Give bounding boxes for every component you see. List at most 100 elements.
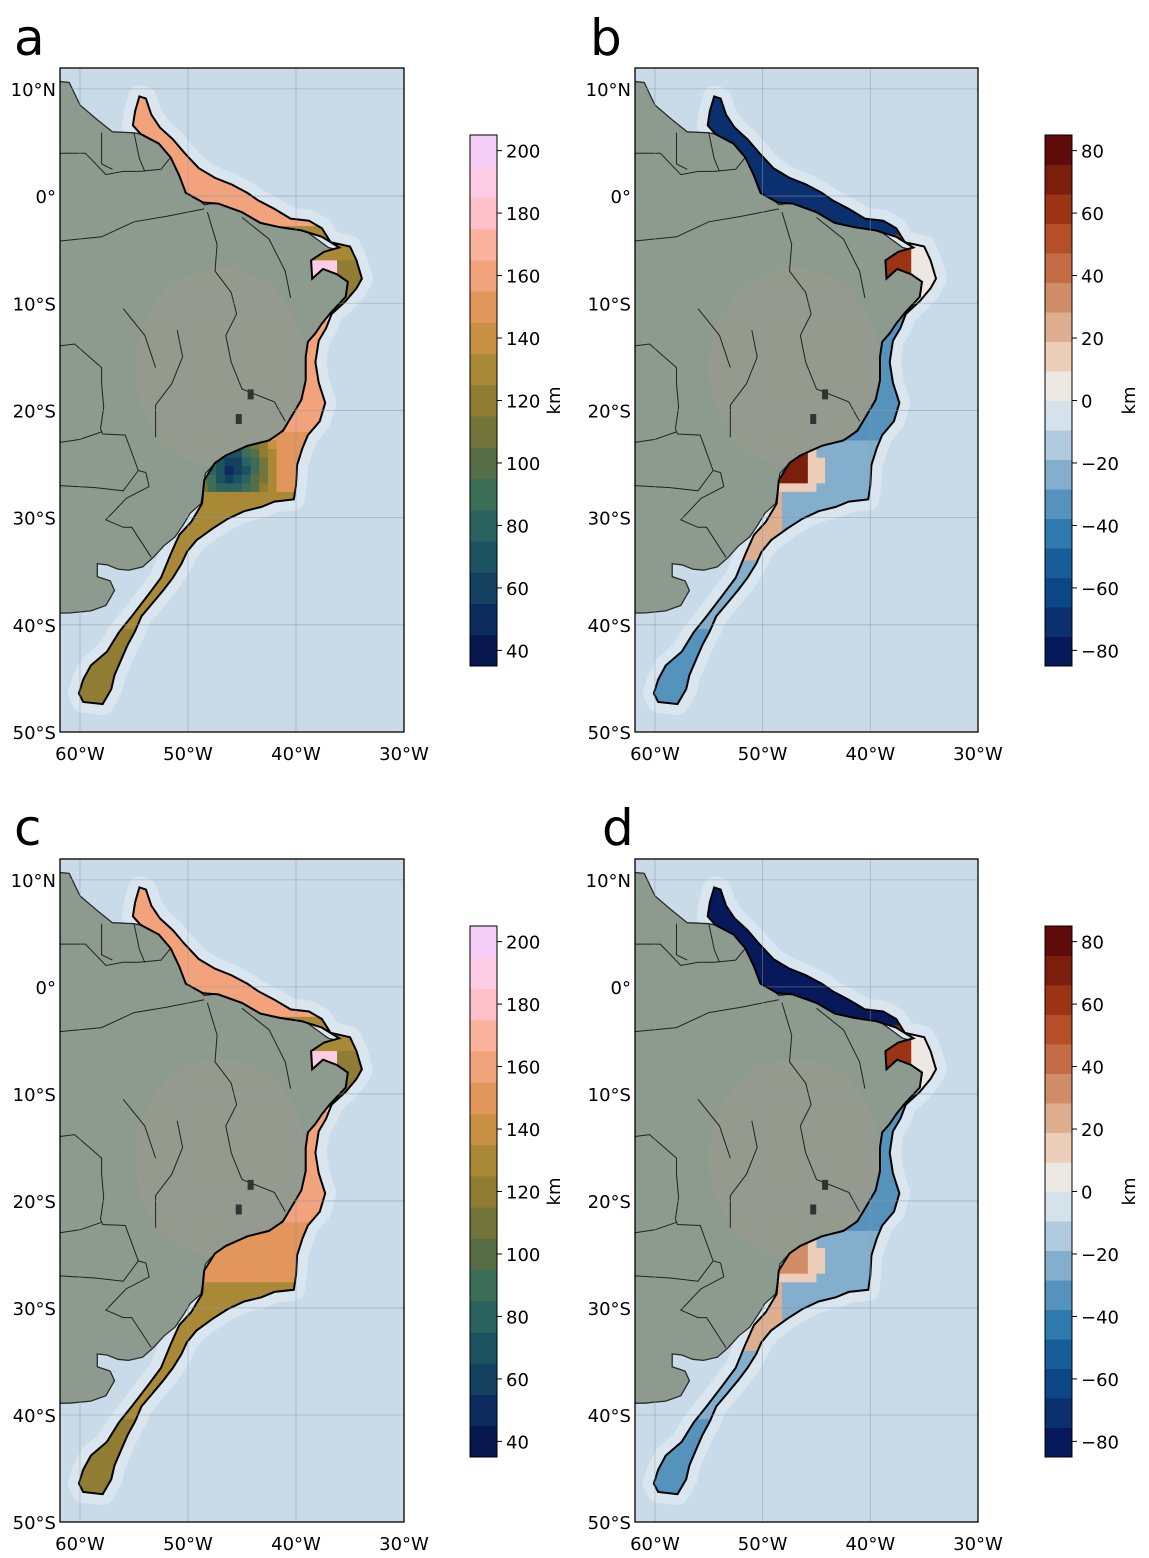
field-cell bbox=[155, 586, 165, 596]
field-cell bbox=[782, 517, 792, 527]
field-cell bbox=[713, 123, 723, 133]
field-cell bbox=[216, 509, 226, 519]
field-cell bbox=[807, 457, 818, 467]
field-cell bbox=[328, 251, 338, 261]
field-cell bbox=[285, 423, 295, 433]
border-line bbox=[635, 343, 721, 474]
field-cell bbox=[276, 449, 286, 459]
field-cell bbox=[155, 577, 165, 587]
field-cell bbox=[782, 174, 792, 184]
field-cell bbox=[799, 500, 809, 510]
field-cell bbox=[319, 251, 329, 261]
field-cell bbox=[885, 226, 895, 236]
field-cell bbox=[747, 551, 757, 562]
field-cell bbox=[842, 474, 852, 484]
field-cell bbox=[112, 646, 122, 656]
field-cell bbox=[293, 217, 304, 227]
field-cell bbox=[259, 217, 269, 227]
field-cell bbox=[267, 474, 278, 484]
field-cell bbox=[181, 166, 191, 176]
colorbar-band bbox=[470, 634, 497, 667]
field-cell bbox=[799, 491, 809, 502]
field-cell bbox=[825, 466, 835, 476]
field-cell bbox=[181, 534, 191, 544]
field-cell bbox=[842, 483, 852, 493]
field-cell bbox=[756, 166, 766, 176]
field-cell bbox=[293, 414, 304, 424]
field-cell bbox=[790, 491, 800, 502]
colorbar-tick-label: 120 bbox=[506, 392, 540, 413]
field-cell bbox=[241, 208, 252, 219]
border-line bbox=[679, 472, 727, 558]
field-cell bbox=[868, 431, 878, 442]
field-cell bbox=[730, 577, 740, 587]
border-line bbox=[635, 470, 714, 492]
field-cell bbox=[756, 526, 766, 536]
field-cell bbox=[825, 491, 835, 502]
lake-icon bbox=[822, 389, 829, 400]
field-cell bbox=[293, 431, 304, 442]
field-cell bbox=[250, 457, 260, 467]
field-cell bbox=[207, 517, 217, 527]
field-cell bbox=[833, 200, 843, 210]
field-cell bbox=[285, 449, 295, 459]
field-cell bbox=[103, 654, 113, 665]
field-cell bbox=[782, 483, 792, 493]
colorbar-band bbox=[470, 135, 497, 167]
field-cell bbox=[756, 183, 766, 193]
field-cell bbox=[833, 449, 843, 459]
field-cell bbox=[198, 183, 209, 193]
field-cell bbox=[207, 174, 217, 184]
field-cell bbox=[928, 268, 936, 279]
field-cell bbox=[773, 517, 783, 527]
field-cell bbox=[816, 200, 826, 210]
field-cell bbox=[833, 474, 843, 484]
field-cell bbox=[190, 534, 200, 544]
field-cell bbox=[181, 174, 191, 184]
border-line bbox=[101, 132, 113, 170]
field-cell bbox=[876, 423, 886, 433]
field-cell bbox=[825, 457, 835, 467]
field-cell bbox=[876, 380, 886, 390]
field-cell bbox=[790, 183, 800, 193]
field-cell bbox=[885, 337, 895, 347]
field-cell bbox=[807, 500, 818, 510]
field-cell bbox=[773, 526, 783, 536]
colorbar-band bbox=[470, 416, 497, 448]
field-cell bbox=[172, 543, 183, 553]
field-cell bbox=[250, 474, 260, 484]
field-cell bbox=[233, 491, 243, 502]
colorbar-band bbox=[470, 197, 497, 230]
field-cell bbox=[293, 449, 304, 459]
field-cell bbox=[285, 474, 295, 484]
field-cell bbox=[902, 260, 912, 270]
border-line bbox=[781, 212, 860, 422]
field-cell bbox=[790, 483, 800, 493]
field-cell bbox=[876, 397, 886, 407]
field-cell bbox=[207, 500, 217, 510]
field-cell bbox=[224, 474, 234, 484]
field-cell bbox=[790, 500, 800, 510]
map-area bbox=[635, 68, 978, 732]
field-cell bbox=[345, 251, 355, 261]
field-cell bbox=[311, 268, 321, 279]
field-cell bbox=[276, 457, 286, 467]
field-cell bbox=[129, 611, 139, 622]
field-cell bbox=[850, 474, 861, 484]
colorbar-tick-label: 40 bbox=[506, 641, 529, 662]
field-cell bbox=[738, 140, 749, 150]
field-cell bbox=[756, 543, 766, 553]
field-cell bbox=[302, 217, 312, 227]
lon-tick-label: 60°W bbox=[55, 744, 105, 765]
field-cell bbox=[894, 320, 904, 330]
field-cell bbox=[799, 466, 809, 476]
field-cell bbox=[747, 157, 757, 167]
field-cell bbox=[738, 569, 749, 579]
field-cell bbox=[345, 260, 355, 270]
field-cell bbox=[859, 466, 869, 476]
field-cell bbox=[285, 440, 295, 450]
field-cell bbox=[250, 208, 260, 219]
field-cell bbox=[876, 371, 886, 382]
field-cell bbox=[764, 183, 774, 193]
